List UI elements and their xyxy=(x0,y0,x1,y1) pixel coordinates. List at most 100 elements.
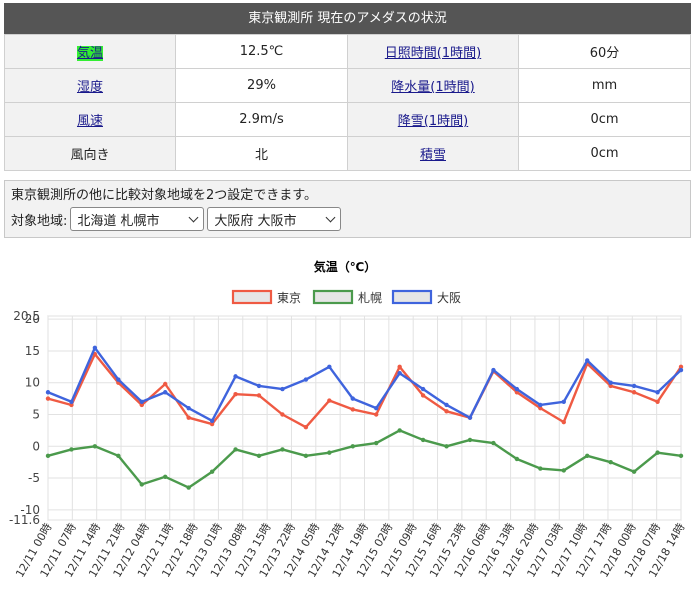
compare-panel: 東京観測所の他に比較対象地域を2つ設定できます。 対象地域: 北海道 札幌市 大… xyxy=(4,180,691,238)
data-point xyxy=(45,453,51,459)
observation-value: 北 xyxy=(175,136,348,171)
data-point xyxy=(256,383,262,389)
observation-link[interactable]: 降水量(1時間) xyxy=(391,80,475,95)
data-point xyxy=(585,453,590,459)
data-point xyxy=(69,447,74,452)
data-point xyxy=(561,399,566,404)
observation-value: 29% xyxy=(175,68,348,103)
observation-link[interactable]: 積雪 xyxy=(419,148,446,163)
data-point xyxy=(303,425,309,430)
data-point xyxy=(420,393,426,398)
data-point xyxy=(420,386,426,392)
data-point xyxy=(92,345,98,350)
legend-label: 東京 xyxy=(277,291,301,305)
observation-label: 降雪(1時間) xyxy=(347,102,519,137)
y-tick-label: 0 xyxy=(32,439,40,453)
region-select-1-value: 北海道 札幌市 xyxy=(77,213,160,229)
data-point xyxy=(327,398,332,403)
data-point xyxy=(444,409,449,414)
data-point xyxy=(538,402,543,408)
data-point xyxy=(374,412,379,417)
observation-label: 風速 xyxy=(4,102,176,137)
data-point xyxy=(280,412,285,417)
data-point xyxy=(467,437,473,443)
compare-note: 東京観測所の他に比較対象地域を2つ設定できます。 xyxy=(11,188,317,203)
data-point xyxy=(655,390,660,395)
data-point xyxy=(327,364,332,370)
data-point xyxy=(561,468,566,473)
data-point xyxy=(655,450,660,455)
legend-swatch xyxy=(312,289,354,305)
observation-value: 12.5℃ xyxy=(175,34,348,69)
data-point xyxy=(678,364,684,370)
legend-item[interactable]: 大阪 xyxy=(391,289,461,305)
data-point xyxy=(139,482,144,487)
data-point xyxy=(631,469,637,474)
data-point xyxy=(116,453,121,459)
data-point xyxy=(561,419,566,425)
observation-value: 0cm xyxy=(518,136,691,171)
data-point xyxy=(467,415,473,420)
series-line xyxy=(47,346,682,423)
data-point xyxy=(163,474,168,479)
chart-legend: 東京 札幌 大阪 xyxy=(231,289,461,305)
data-point xyxy=(139,399,144,404)
data-point xyxy=(209,418,215,424)
compare-label: 対象地域: xyxy=(11,213,68,229)
observation-label: 降水量(1時間) xyxy=(347,68,519,103)
data-point xyxy=(233,374,238,379)
data-point xyxy=(678,453,684,459)
chevron-down-icon xyxy=(325,212,336,222)
data-point xyxy=(186,485,191,490)
data-point xyxy=(397,370,402,376)
data-point xyxy=(514,456,520,462)
data-point xyxy=(69,402,74,408)
data-point xyxy=(444,444,449,449)
observation-value: 2.9m/s xyxy=(175,102,348,137)
observation-link[interactable]: 日照時間(1時間) xyxy=(384,46,482,61)
data-point xyxy=(69,399,74,404)
region-select-2[interactable]: 大阪府 大阪市 xyxy=(207,207,342,231)
data-point xyxy=(538,405,543,411)
data-point xyxy=(256,393,262,398)
y-tick-label: 20.5 xyxy=(13,309,40,323)
data-point xyxy=(608,380,613,385)
series-line xyxy=(47,352,682,429)
data-point xyxy=(139,402,144,408)
y-tick-label: 15 xyxy=(25,344,40,358)
legend-swatch xyxy=(231,289,273,305)
observation-link[interactable]: 降雪(1時間) xyxy=(397,114,469,129)
y-tick-label: 20 xyxy=(25,312,40,326)
legend-swatch xyxy=(391,289,433,305)
observation-link[interactable]: 風速 xyxy=(76,114,103,129)
data-point xyxy=(280,447,285,452)
legend-item[interactable]: 札幌 xyxy=(312,289,382,305)
data-point xyxy=(163,381,168,387)
observation-label: 湿度 xyxy=(4,68,176,103)
data-point xyxy=(256,453,262,459)
data-point xyxy=(374,405,379,411)
legend-item[interactable]: 東京 xyxy=(231,289,301,305)
data-point xyxy=(45,396,51,401)
observation-value: 60分 xyxy=(518,34,691,69)
chevron-down-icon xyxy=(188,212,199,222)
region-select-1[interactable]: 北海道 札幌市 xyxy=(70,207,205,231)
legend-label: 札幌 xyxy=(358,290,382,305)
data-point xyxy=(350,444,355,449)
data-point xyxy=(303,377,309,382)
observation-table: 気温 12.5℃ 日照時間(1時間) 60分 湿度 29% 降水量(1時間) mm 風速 2.9m… xyxy=(4,34,691,171)
observation-label: 積雪 xyxy=(347,136,519,171)
data-point xyxy=(608,383,613,389)
data-point xyxy=(491,367,496,373)
series-line xyxy=(47,429,682,489)
observation-link[interactable]: 気温 xyxy=(76,46,103,61)
data-point xyxy=(608,459,613,465)
observation-link[interactable]: 湿度 xyxy=(76,80,103,95)
observation-row: 風向き 北 積雪 0cm xyxy=(4,136,691,171)
observation-label: 日照時間(1時間) xyxy=(347,34,519,69)
data-point xyxy=(45,390,51,395)
data-point xyxy=(538,466,543,471)
data-point xyxy=(92,444,98,449)
data-point xyxy=(233,447,238,452)
data-point xyxy=(186,405,191,411)
